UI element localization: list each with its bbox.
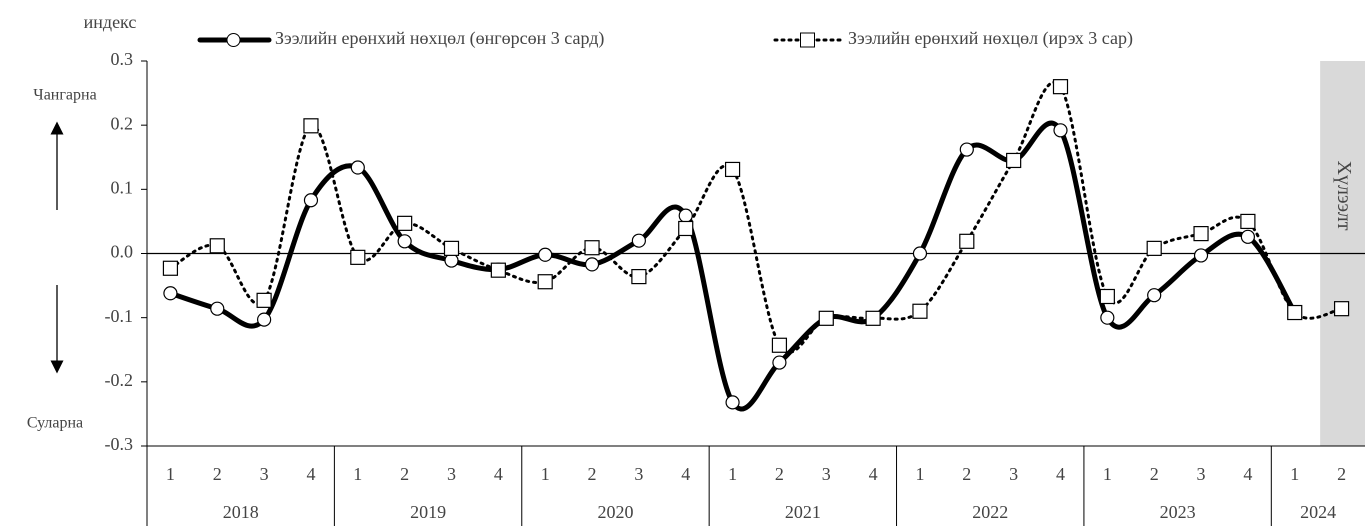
point [912,246,928,261]
x-tick-label: 2 [213,464,222,484]
point [724,161,741,178]
point [444,253,459,268]
point [584,240,600,256]
year-label: 2024 [1300,502,1336,522]
point [1193,226,1209,242]
forecast-label: Хүлээлт [1333,161,1355,231]
x-tick-label: 1 [1103,464,1112,484]
x-tick-label: 3 [1009,464,1018,484]
point [443,240,460,256]
point [1193,248,1209,263]
year-label: 2020 [597,502,633,522]
point [397,215,413,231]
y-tick-label: 0.0 [111,242,134,262]
point [538,247,553,262]
y-axis-label: индекс [84,12,137,32]
point [163,286,178,301]
x-tick-label: 4 [1243,464,1252,484]
point [1099,288,1115,305]
point [350,249,366,265]
point [397,234,412,249]
legend-marker [226,33,241,47]
point [818,310,834,326]
lower-label: Суларна [27,415,83,432]
point [1146,240,1162,256]
y-tick-label: -0.3 [105,434,134,454]
x-tick-label: 2 [1337,464,1346,484]
x-tick-label: 2 [1150,464,1159,484]
year-label: 2021 [785,502,821,522]
x-tick-label: 1 [1290,464,1299,484]
point [1240,229,1255,244]
point [1240,213,1256,230]
point [537,274,553,290]
point [1287,304,1303,321]
legend-label: Зээлийн ерөнхий нөхцөл (ирэх 3 сар) [848,28,1133,49]
point [1100,310,1115,325]
point [256,292,272,308]
point [1006,152,1022,169]
x-tick-label: 4 [494,464,503,484]
year-label: 2022 [972,502,1008,522]
series-line [168,80,1344,354]
point [490,262,506,278]
point [631,269,647,285]
upper-label: Чангарна [33,87,96,104]
point [678,208,693,223]
point [350,160,365,175]
year-label: 2019 [410,502,446,522]
x-tick-label: 1 [541,464,550,484]
x-tick-label: 2 [962,464,971,484]
x-tick-label: 4 [869,464,878,484]
y-tick-label: 0.3 [111,49,134,69]
point [303,193,319,208]
point [912,303,928,319]
point [865,310,881,326]
x-tick-label: 1 [728,464,737,484]
x-tick-label: 1 [166,464,175,484]
x-tick-label: 3 [447,464,456,484]
x-tick-label: 1 [915,464,924,484]
point [584,257,600,272]
point [1333,301,1350,317]
y-tick-label: -0.2 [105,370,134,390]
x-tick-label: 4 [1056,464,1065,484]
year-label: 2023 [1160,502,1196,522]
x-tick-label: 3 [1197,464,1206,484]
x-tick-label: 4 [681,464,690,484]
x-tick-label: 2 [400,464,409,484]
point [959,142,974,157]
point [959,233,975,249]
point [771,337,788,353]
point [1053,123,1068,138]
point [725,395,740,410]
x-tick-label: 2 [775,464,784,484]
y-tick-label: 0.1 [111,177,134,197]
x-tick-label: 3 [822,464,831,484]
legend-marker [800,32,815,48]
x-tick-label: 4 [306,464,315,484]
point [257,312,272,327]
point [210,301,225,316]
legend-label: Зээлийн ерөнхий нөхцөл (өнгөрсөн 3 сард) [275,28,604,49]
x-tick-label: 2 [588,464,597,484]
point [162,260,179,276]
year-label: 2018 [223,502,259,522]
point [772,355,787,370]
x-tick-label: 3 [260,464,269,484]
point [303,118,319,134]
point [678,220,694,237]
x-tick-label: 3 [634,464,643,484]
point [1052,79,1069,95]
point [631,233,646,248]
point [209,238,225,254]
point [1147,288,1162,303]
x-tick-label: 1 [353,464,362,484]
y-tick-label: 0.2 [111,113,134,133]
y-tick-label: -0.1 [105,306,134,326]
